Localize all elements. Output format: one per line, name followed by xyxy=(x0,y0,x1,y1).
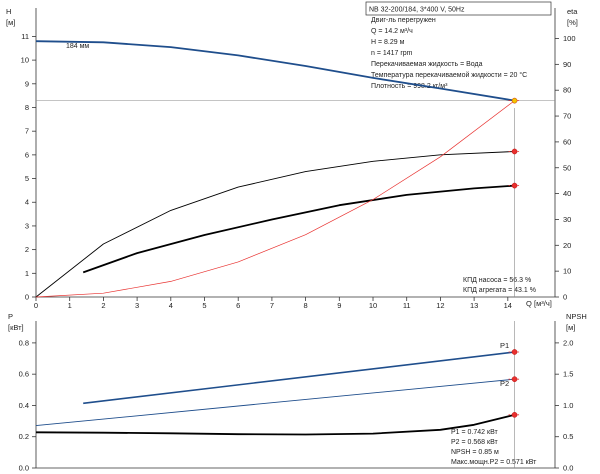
info-line: Плотность = 998.2 кг/м³ xyxy=(371,83,448,90)
right-tick-label: 1.0 xyxy=(563,401,573,410)
top-right-axis-unit: [%] xyxy=(567,18,578,27)
right-tick-label: 1.5 xyxy=(563,370,573,379)
x-tick-label: 13 xyxy=(470,301,478,310)
info-line: Двиг-ль перегружен xyxy=(371,17,436,24)
bottom-right-axis-label: NPSH xyxy=(566,312,587,321)
top-left-axis-label: H xyxy=(6,7,11,16)
duty-info-block: Двиг-ль перегружен Q = 14.2 м³/ч H = 8.2… xyxy=(371,17,527,90)
left-tick-label: 0.8 xyxy=(19,338,29,347)
top-right-axis-label: eta xyxy=(567,7,578,16)
duty-point-marker xyxy=(511,376,518,382)
series-unit-eff xyxy=(82,184,515,274)
bottom-panel: P [кВт] NPSH [м] P1 P2 P1 = 0.742 кВт P2… xyxy=(8,312,587,469)
series-npsh xyxy=(35,413,515,436)
info-line: Q = 14.2 м³/ч xyxy=(371,28,413,35)
duty-point-marker xyxy=(511,148,518,155)
left-tick-label: 7 xyxy=(25,127,29,136)
right-tick-label: 0.5 xyxy=(563,432,573,441)
bottom-left-axis-unit: [кВт] xyxy=(8,323,24,332)
right-tick-label: 20 xyxy=(563,241,571,250)
power-info-block: P1 = 0.742 кВт P2 = 0.568 кВт NPSH = 0.8… xyxy=(451,429,537,466)
left-tick-label: 11 xyxy=(21,32,29,41)
duty-point-marker xyxy=(511,182,518,189)
series-p1 xyxy=(83,351,515,405)
x-tick-label: 9 xyxy=(337,301,341,310)
info-line: H = 8.29 м xyxy=(371,39,405,46)
left-tick-label: 0.6 xyxy=(19,370,29,379)
x-tick-label: 5 xyxy=(202,301,206,310)
info-line: NPSH = 0.85 м xyxy=(451,449,499,456)
duty-point-marker xyxy=(511,97,518,104)
right-tick-label: 100 xyxy=(563,34,576,43)
info-line: P1 = 0.742 кВт xyxy=(451,429,499,436)
right-tick-label: 80 xyxy=(563,86,571,95)
info-line: Макс.мощн.P2 = 0.571 кВт xyxy=(451,459,537,466)
left-tick-label: 0 xyxy=(25,293,29,302)
info-line: Температура перекачиваемой жидкости = 20… xyxy=(371,71,527,79)
x-tick-label: 10 xyxy=(369,301,377,310)
unit-efficiency-text: КПД агрегата = 43.1 % xyxy=(463,287,536,294)
bottom-right-axis-unit: [м] xyxy=(566,323,575,332)
right-tick-label: 0.0 xyxy=(563,464,573,473)
left-tick-label: 0.0 xyxy=(19,464,29,473)
right-tick-label: 40 xyxy=(563,189,571,198)
top-left-axis-unit: [м] xyxy=(6,18,15,27)
series-h xyxy=(35,40,515,102)
left-tick-label: 6 xyxy=(25,150,29,159)
x-tick-label: 4 xyxy=(169,301,173,310)
x-tick-label: 14 xyxy=(504,301,512,310)
right-tick-label: 90 xyxy=(563,60,571,69)
x-tick-label: 11 xyxy=(403,301,411,310)
right-tick-label: 10 xyxy=(563,267,571,276)
left-tick-label: 10 xyxy=(21,56,29,65)
left-tick-label: 9 xyxy=(25,79,29,88)
top-x-axis-label: Q xyxy=(526,299,532,308)
x-tick-label: 8 xyxy=(304,301,308,310)
right-tick-label: 60 xyxy=(563,137,571,146)
x-tick-label: 2 xyxy=(101,301,105,310)
impeller-curve-label: 184 мм xyxy=(66,43,89,50)
duty-point-marker xyxy=(511,349,518,355)
series-system xyxy=(35,100,515,298)
top-panel: H [м] eta [%] Q [м³/ч] NB 32-200/184, 3*… xyxy=(6,1,578,308)
top-x-axis-unit: [м³/ч] xyxy=(534,299,552,308)
left-tick-label: 0.4 xyxy=(19,401,29,410)
series-p2 xyxy=(35,378,515,427)
info-line: P2 = 0.568 кВт xyxy=(451,439,499,446)
series-pump-eff xyxy=(35,151,515,298)
left-tick-label: 8 xyxy=(25,103,29,112)
info-line: Перекачиваемая жидкость = Вода xyxy=(371,61,483,68)
bottom-left-axis-label: P xyxy=(8,312,13,321)
duty-point-marker xyxy=(511,412,518,418)
model-title: NB 32-200/184, 3*400 V, 50Hz xyxy=(369,7,465,14)
left-tick-label: 3 xyxy=(25,221,29,230)
x-tick-label: 0 xyxy=(34,301,38,310)
right-tick-label: 70 xyxy=(563,112,571,121)
pump-efficiency-text: КПД насоса = 56.3 % xyxy=(463,277,531,284)
p2-curve-label: P2 xyxy=(500,379,509,388)
right-tick-label: 0 xyxy=(563,293,567,302)
right-tick-label: 50 xyxy=(563,163,571,172)
left-tick-label: 0.2 xyxy=(19,432,29,441)
right-tick-label: 2.0 xyxy=(563,338,573,347)
left-tick-label: 1 xyxy=(25,269,29,278)
left-tick-label: 5 xyxy=(25,174,29,183)
x-tick-label: 6 xyxy=(236,301,240,310)
x-tick-label: 12 xyxy=(436,301,444,310)
p1-curve-label: P1 xyxy=(500,341,509,350)
right-tick-label: 30 xyxy=(563,215,571,224)
x-tick-label: 7 xyxy=(270,301,274,310)
model-title-box xyxy=(365,1,552,16)
info-line: n = 1417 rpm xyxy=(371,50,413,57)
left-tick-label: 4 xyxy=(25,198,29,207)
x-tick-label: 3 xyxy=(135,301,139,310)
x-tick-label: 1 xyxy=(68,301,72,310)
left-tick-label: 2 xyxy=(25,245,29,254)
efficiency-info-block: КПД насоса = 56.3 % КПД агрегата = 43.1 … xyxy=(463,277,536,294)
